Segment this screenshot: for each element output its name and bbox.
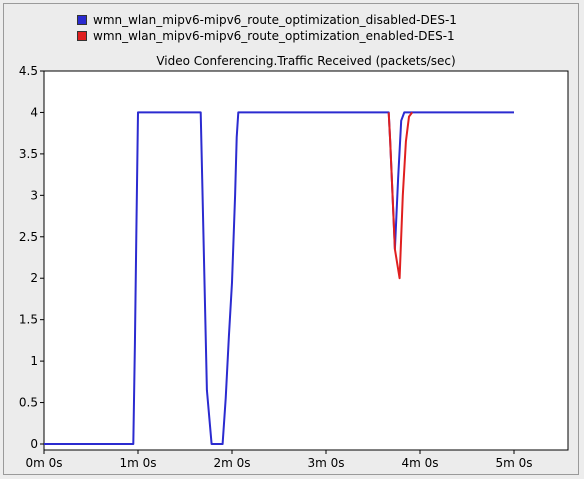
- series-line-0: [44, 111, 514, 445]
- chart-title: Video Conferencing.Traffic Received (pac…: [156, 54, 455, 68]
- legend-label-enabled: wmn_wlan_mipv6-mipv6_route_optimization_…: [93, 29, 455, 43]
- x-tick-label-4: 4m 0s: [401, 456, 438, 470]
- plot-area: [43, 70, 569, 451]
- y-tick-label-7: 3.5: [19, 147, 38, 161]
- x-tick-label-5: 5m 0s: [495, 456, 532, 470]
- y-tick-label-4: 2: [30, 271, 38, 285]
- y-tick-label-2: 1: [30, 354, 38, 368]
- y-axis: 0 0.5 1 1.5 2 2.5 3 3.5 4 4.5: [19, 64, 44, 451]
- legend-swatch-enabled: [77, 31, 87, 41]
- y-tick-label-9: 4.5: [19, 64, 38, 78]
- y-tick-label-0: 0: [30, 437, 38, 451]
- legend-swatch-disabled: [77, 15, 87, 25]
- legend-label-disabled: wmn_wlan_mipv6-mipv6_route_optimization_…: [93, 13, 457, 27]
- x-tick-label-1: 1m 0s: [119, 456, 156, 470]
- x-axis: 0m 0s 1m 0s 2m 0s 3m 0s 4m 0s 5m 0s: [25, 450, 533, 470]
- series-layer: [44, 111, 514, 445]
- x-tick-label-2: 2m 0s: [213, 456, 250, 470]
- legend-item-disabled: wmn_wlan_mipv6-mipv6_route_optimization_…: [77, 12, 457, 28]
- x-tick-label-3: 3m 0s: [307, 456, 344, 470]
- y-tick-label-5: 2.5: [19, 230, 38, 244]
- y-tick-label-8: 4: [30, 105, 38, 119]
- legend-item-enabled: wmn_wlan_mipv6-mipv6_route_optimization_…: [77, 28, 457, 44]
- chart-legend: wmn_wlan_mipv6-mipv6_route_optimization_…: [77, 12, 457, 44]
- y-tick-label-3: 1.5: [19, 313, 38, 327]
- x-tick-label-0: 0m 0s: [25, 456, 62, 470]
- series-line-1: [387, 111, 413, 280]
- y-tick-label-6: 3: [30, 188, 38, 202]
- y-tick-label-1: 0.5: [19, 396, 38, 410]
